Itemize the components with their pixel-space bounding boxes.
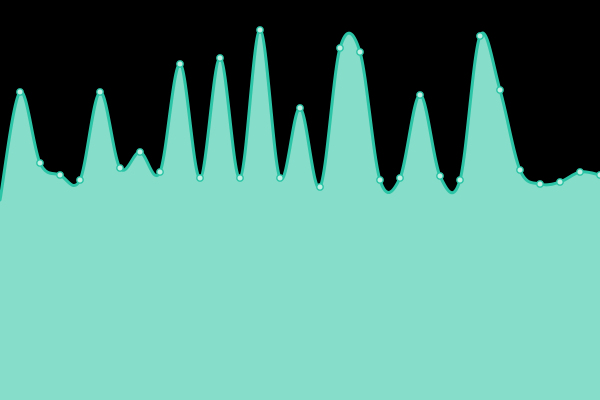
data-point-marker[interactable] [396, 174, 404, 182]
data-point-marker[interactable] [296, 104, 304, 112]
data-point-marker[interactable] [536, 180, 544, 188]
data-point-marker[interactable] [476, 32, 484, 40]
area-fill-region [0, 30, 600, 400]
data-point-marker[interactable] [156, 168, 164, 176]
data-point-marker[interactable] [96, 88, 104, 96]
data-point-marker[interactable] [436, 172, 444, 180]
data-point-marker[interactable] [56, 171, 64, 179]
area-line-stroke [0, 28, 600, 202]
data-point-marker[interactable] [556, 178, 564, 186]
data-point-marker[interactable] [416, 91, 424, 99]
data-point-marker[interactable] [116, 164, 124, 172]
data-point-marker[interactable] [196, 174, 204, 182]
data-point-marker[interactable] [456, 176, 464, 184]
data-point-marker[interactable] [76, 176, 84, 184]
data-point-marker[interactable] [356, 48, 364, 56]
data-point-marker[interactable] [256, 26, 264, 34]
data-point-marker[interactable] [136, 148, 144, 156]
data-point-marker[interactable] [316, 183, 324, 191]
data-point-marker[interactable] [216, 54, 224, 62]
data-point-marker[interactable] [36, 159, 44, 167]
data-point-marker[interactable] [376, 176, 384, 184]
data-point-marker[interactable] [16, 88, 24, 96]
data-point-markers [16, 26, 600, 191]
data-point-marker[interactable] [236, 174, 244, 182]
data-point-marker[interactable] [516, 166, 524, 174]
data-point-marker[interactable] [576, 168, 584, 176]
data-point-marker[interactable] [336, 44, 344, 52]
data-point-marker[interactable] [496, 86, 504, 94]
data-point-marker[interactable] [176, 60, 184, 68]
data-point-marker[interactable] [276, 174, 284, 182]
